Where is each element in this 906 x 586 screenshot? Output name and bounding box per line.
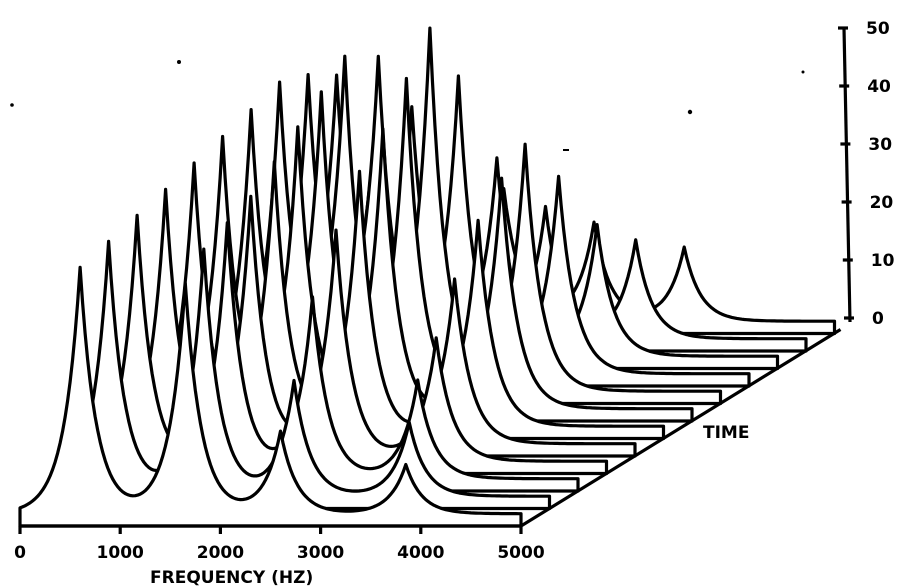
x-tick-label: 3000 [297, 543, 344, 563]
z-tick-label: 40 [867, 77, 891, 97]
spectrum-slices [18, 26, 837, 528]
x-tick-label: 1000 [97, 543, 144, 563]
x-axis-label: FREQUENCY (HZ) [150, 568, 313, 586]
z-tick-label: 10 [871, 251, 895, 271]
z-tick-label: 20 [870, 193, 894, 213]
chart-axes [20, 27, 852, 528]
z-tick-label: 30 [868, 135, 892, 155]
x-tick-label: 2000 [197, 543, 244, 563]
time-axis-label: TIME [703, 423, 749, 443]
z-axis-ticks: 0 10 20 30 40 50 [838, 19, 895, 329]
x-tick-label: 0 [14, 543, 26, 563]
z-tick-label: 50 [866, 19, 890, 39]
spectrum-slice-1 [18, 265, 523, 528]
time-axis-line [520, 328, 842, 528]
x-tick-label: 4000 [397, 543, 444, 563]
x-tick-label: 5000 [497, 543, 544, 563]
scan-specks [10, 60, 805, 151]
x-axis-ticks: 0 1000 2000 3000 4000 5000 [14, 526, 545, 563]
z-tick-label: 0 [872, 309, 884, 329]
z-axis-line [842, 27, 852, 323]
